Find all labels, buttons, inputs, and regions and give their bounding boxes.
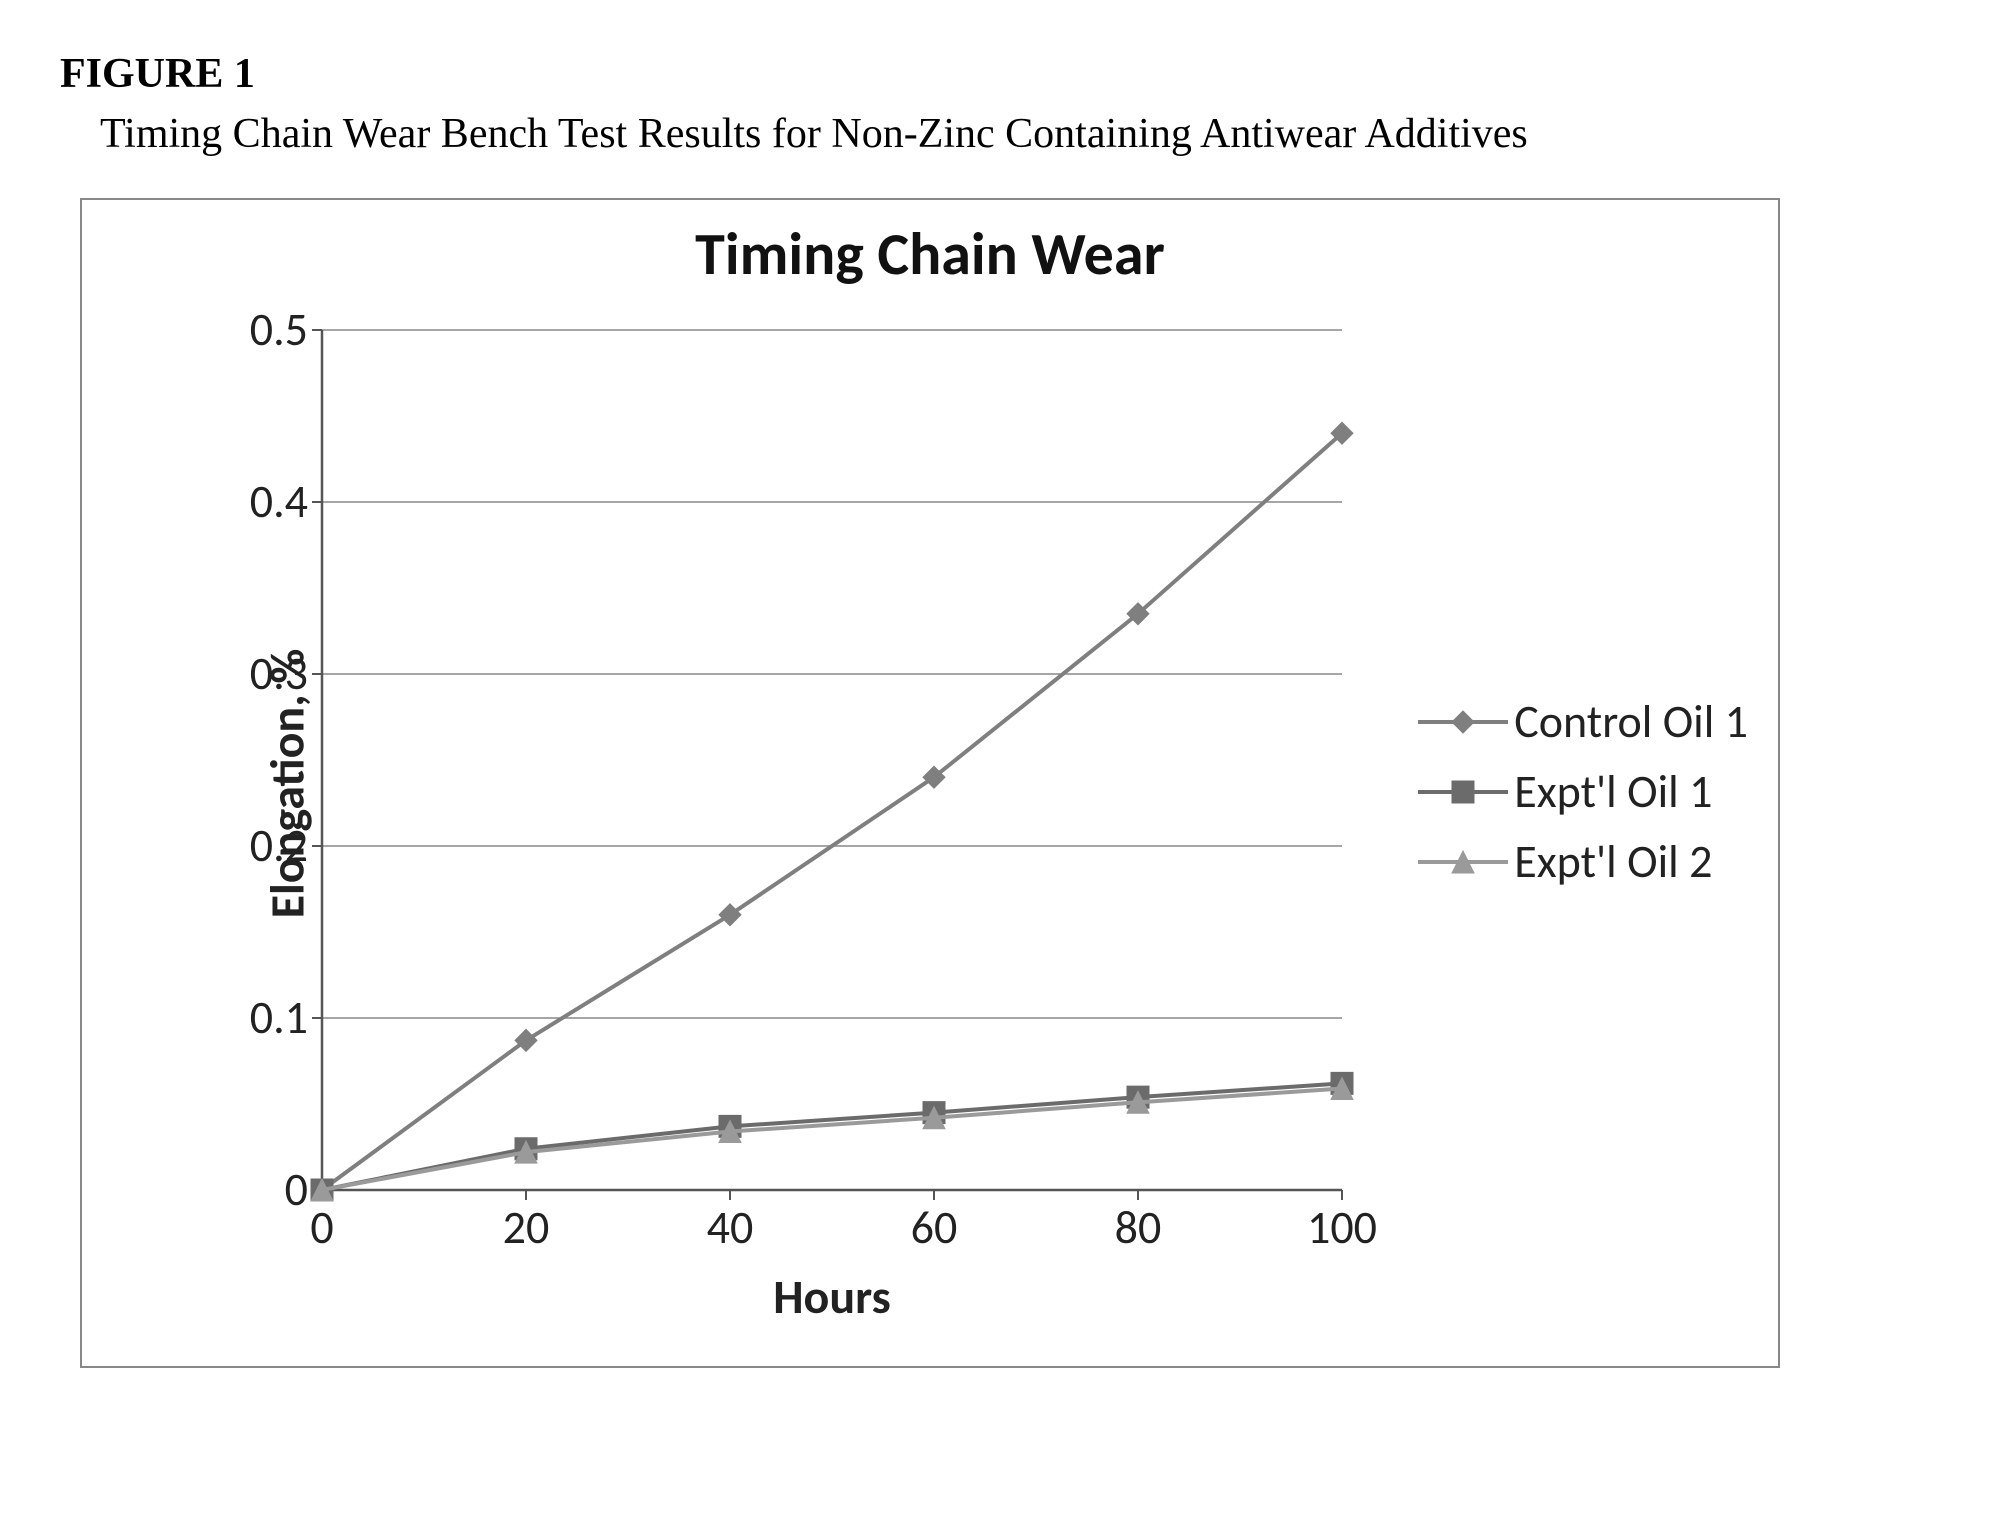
chart-plot-area: 00.10.20.30.40.5020406080100 xyxy=(322,330,1342,1190)
legend-item: Expt'l Oil 1 xyxy=(1418,764,1748,820)
legend-swatch xyxy=(1418,842,1508,882)
x-tick-label: 0 xyxy=(310,1190,333,1256)
legend-item: Control Oil 1 xyxy=(1418,694,1748,750)
legend-label: Expt'l Oil 1 xyxy=(1514,764,1712,820)
x-tick-label: 40 xyxy=(707,1190,754,1256)
legend-swatch xyxy=(1418,772,1508,812)
y-tick-label: 0.2 xyxy=(250,818,322,874)
y-tick-label: 0.5 xyxy=(250,302,322,358)
x-tick-label: 100 xyxy=(1307,1190,1377,1256)
y-tick-label: 0.4 xyxy=(250,474,322,530)
y-tick-label: 0.3 xyxy=(250,646,322,702)
legend-label: Expt'l Oil 2 xyxy=(1514,834,1712,890)
x-tick-label: 60 xyxy=(911,1190,958,1256)
figure-subtitle: Timing Chain Wear Bench Test Results for… xyxy=(100,110,1953,158)
chart-svg xyxy=(322,330,1342,1190)
x-tick-label: 20 xyxy=(503,1190,550,1256)
figure-page: FIGURE 1 Timing Chain Wear Bench Test Re… xyxy=(0,0,2013,1527)
x-axis-title: Hours xyxy=(322,1267,1342,1326)
chart-legend: Control Oil 1 Expt'l Oil 1 Expt'l Oil 2 xyxy=(1418,680,1748,904)
chart-container: Timing Chain Wear Elongation, % 00.10.20… xyxy=(80,198,1780,1368)
legend-swatch xyxy=(1418,702,1508,742)
legend-label: Control Oil 1 xyxy=(1514,694,1748,750)
figure-label: FIGURE 1 xyxy=(60,50,1953,98)
legend-item: Expt'l Oil 2 xyxy=(1418,834,1748,890)
x-tick-label: 80 xyxy=(1115,1190,1162,1256)
y-tick-label: 0.1 xyxy=(250,990,322,1046)
